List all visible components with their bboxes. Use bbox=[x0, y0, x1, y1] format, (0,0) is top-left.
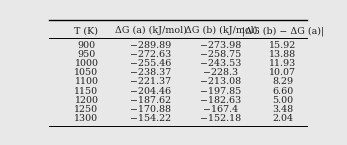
Text: 10.07: 10.07 bbox=[269, 68, 296, 77]
Text: −273.98: −273.98 bbox=[200, 41, 242, 50]
Text: −213.08: −213.08 bbox=[200, 77, 242, 86]
Text: −221.37: −221.37 bbox=[130, 77, 171, 86]
Text: −272.63: −272.63 bbox=[130, 50, 171, 59]
Text: 15.92: 15.92 bbox=[269, 41, 296, 50]
Text: −255.46: −255.46 bbox=[130, 59, 172, 68]
Text: 1050: 1050 bbox=[74, 68, 99, 77]
Text: 1100: 1100 bbox=[74, 77, 99, 86]
Text: −289.89: −289.89 bbox=[130, 41, 171, 50]
Text: 6.60: 6.60 bbox=[272, 87, 293, 96]
Text: −258.75: −258.75 bbox=[200, 50, 242, 59]
Text: −152.18: −152.18 bbox=[200, 114, 242, 123]
Text: 2.04: 2.04 bbox=[272, 114, 293, 123]
Text: 900: 900 bbox=[77, 41, 95, 50]
Text: −243.53: −243.53 bbox=[200, 59, 242, 68]
Text: 950: 950 bbox=[77, 50, 95, 59]
Text: 8.29: 8.29 bbox=[272, 77, 293, 86]
Text: 1250: 1250 bbox=[74, 105, 99, 114]
Text: T (K): T (K) bbox=[74, 26, 99, 35]
Text: −167.4: −167.4 bbox=[203, 105, 238, 114]
Text: ΔG (b) (kJ/mol): ΔG (b) (kJ/mol) bbox=[185, 26, 257, 35]
Text: 1150: 1150 bbox=[74, 87, 99, 96]
Text: 5.00: 5.00 bbox=[272, 96, 293, 105]
Text: |ΔG (b) − ΔG (a)|: |ΔG (b) − ΔG (a)| bbox=[242, 26, 324, 36]
Text: −228.3: −228.3 bbox=[203, 68, 238, 77]
Text: 13.88: 13.88 bbox=[269, 50, 296, 59]
Text: −238.37: −238.37 bbox=[130, 68, 171, 77]
Text: 1300: 1300 bbox=[74, 114, 99, 123]
Text: ΔG (a) (kJ/mol): ΔG (a) (kJ/mol) bbox=[115, 26, 187, 35]
Text: 3.48: 3.48 bbox=[272, 105, 293, 114]
Text: 1200: 1200 bbox=[74, 96, 99, 105]
Text: −182.63: −182.63 bbox=[200, 96, 242, 105]
Text: −170.88: −170.88 bbox=[130, 105, 171, 114]
Text: −154.22: −154.22 bbox=[130, 114, 171, 123]
Text: −197.85: −197.85 bbox=[200, 87, 242, 96]
Text: 1000: 1000 bbox=[74, 59, 99, 68]
Text: 11.93: 11.93 bbox=[269, 59, 296, 68]
Text: −204.46: −204.46 bbox=[130, 87, 171, 96]
Text: −187.62: −187.62 bbox=[130, 96, 171, 105]
